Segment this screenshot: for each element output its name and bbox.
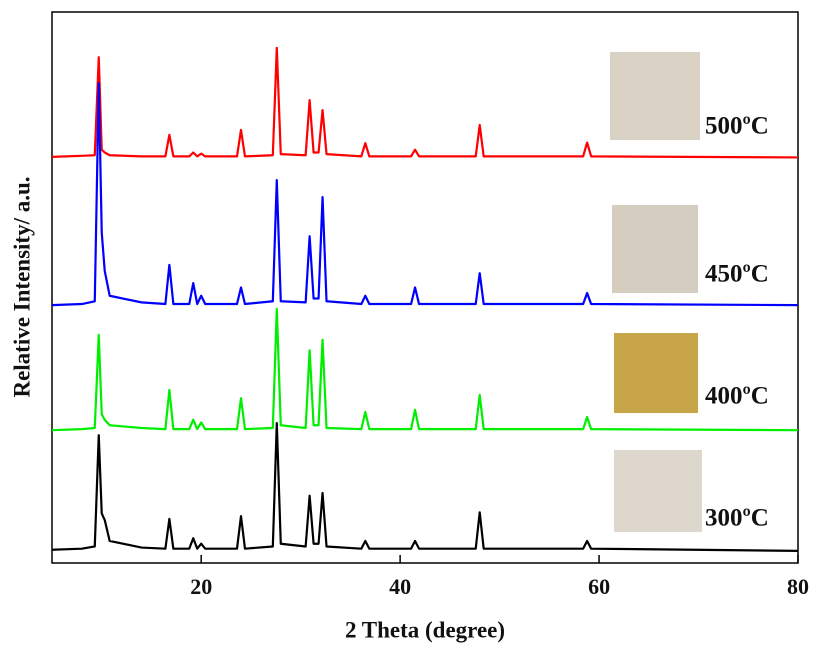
sample-photo xyxy=(614,333,698,413)
x-axis-title: 2 Theta (degree) xyxy=(345,617,505,642)
series-label: 300ºC xyxy=(705,505,769,532)
plot-frame xyxy=(51,11,799,564)
sample-photo xyxy=(614,450,702,532)
sample-photo xyxy=(610,52,700,140)
series-label: 400ºC xyxy=(705,383,769,410)
x-tick-label: 20 xyxy=(190,574,212,599)
y-axis-title: Relative Intensity/ a.u. xyxy=(9,176,34,397)
series-line xyxy=(51,81,799,307)
series-line xyxy=(51,421,799,552)
sample-photo xyxy=(612,205,698,293)
series-line xyxy=(51,307,799,432)
series-line xyxy=(51,46,799,159)
series-label: 450ºC xyxy=(705,261,769,288)
x-tick-label: 60 xyxy=(588,574,610,599)
x-tick-label: 40 xyxy=(389,574,411,599)
series-label: 500ºC xyxy=(705,113,769,140)
x-tick-label: 80 xyxy=(787,574,809,599)
